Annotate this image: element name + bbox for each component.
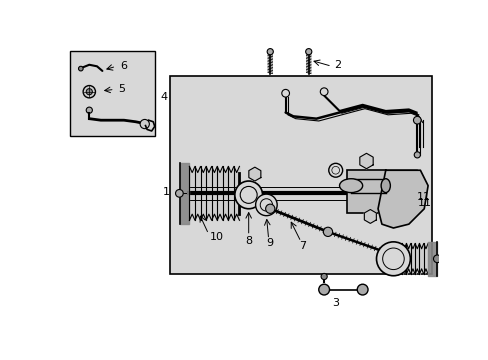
Circle shape [175, 189, 183, 197]
Text: 10: 10 [210, 232, 224, 242]
Polygon shape [248, 167, 260, 181]
Text: 7: 7 [299, 242, 305, 252]
Text: 1: 1 [163, 187, 170, 197]
Circle shape [328, 163, 342, 177]
Text: 9: 9 [266, 238, 273, 248]
Circle shape [79, 66, 83, 71]
Circle shape [413, 152, 420, 158]
Circle shape [265, 204, 274, 213]
Circle shape [86, 89, 92, 95]
Circle shape [83, 86, 95, 98]
Ellipse shape [380, 179, 389, 193]
Text: 6: 6 [120, 61, 127, 71]
Circle shape [331, 166, 339, 174]
Circle shape [140, 120, 149, 129]
Circle shape [266, 49, 273, 55]
Ellipse shape [339, 179, 362, 193]
Text: 11: 11 [416, 192, 429, 202]
Circle shape [240, 186, 257, 203]
Circle shape [305, 49, 311, 55]
Text: 11: 11 [417, 198, 431, 208]
Text: 5: 5 [118, 84, 124, 94]
Circle shape [357, 284, 367, 295]
Circle shape [321, 274, 326, 280]
Polygon shape [364, 210, 376, 223]
Circle shape [281, 89, 289, 97]
Circle shape [382, 248, 404, 270]
Text: 4: 4 [161, 92, 168, 102]
Circle shape [86, 107, 92, 113]
Text: 3: 3 [331, 298, 339, 309]
Circle shape [318, 284, 329, 295]
Text: 2: 2 [333, 60, 341, 70]
Circle shape [320, 88, 327, 95]
Bar [346, 170, 416, 213]
Bar [70, 51, 154, 136]
Circle shape [323, 227, 332, 237]
Circle shape [432, 255, 440, 263]
Circle shape [376, 242, 409, 276]
Circle shape [413, 116, 420, 124]
Circle shape [234, 181, 262, 209]
Polygon shape [377, 170, 427, 228]
Circle shape [260, 199, 272, 211]
Bar [170, 76, 431, 274]
Polygon shape [359, 153, 372, 169]
Text: 8: 8 [244, 236, 252, 246]
Circle shape [255, 194, 277, 216]
